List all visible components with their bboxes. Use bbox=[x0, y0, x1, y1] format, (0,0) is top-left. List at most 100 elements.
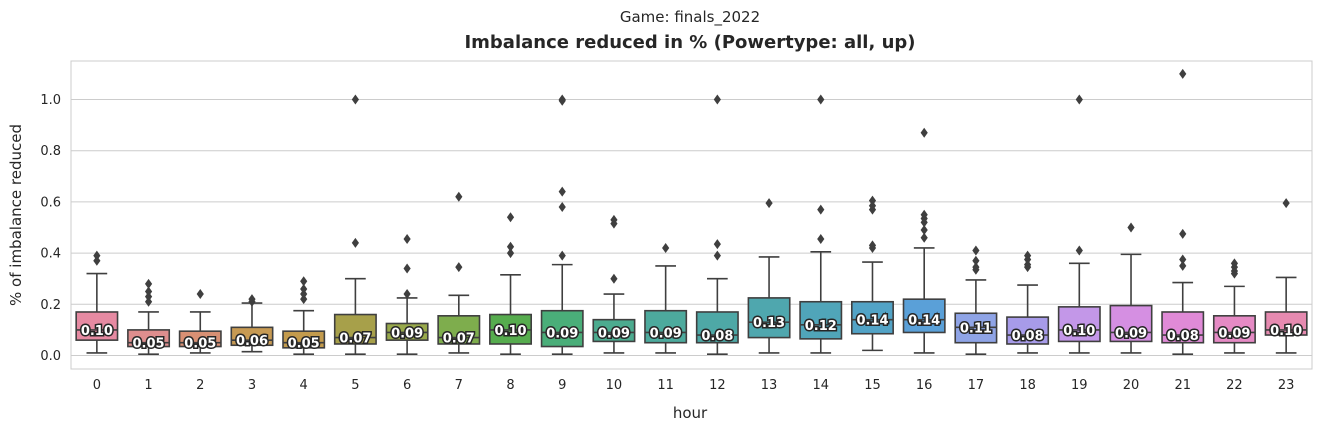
outlier-point bbox=[972, 245, 980, 256]
outlier-point bbox=[196, 289, 204, 300]
box-hour-12 bbox=[695, 94, 739, 356]
x-tick-label: 19 bbox=[1071, 378, 1088, 393]
box-hour-11 bbox=[644, 242, 688, 354]
box-hour-20 bbox=[1109, 222, 1153, 354]
outlier-point bbox=[558, 186, 566, 197]
iqr-box bbox=[333, 313, 377, 345]
iqr-box bbox=[799, 300, 843, 340]
outlier-point bbox=[558, 250, 566, 261]
outlier-point bbox=[920, 232, 928, 243]
x-tick-label: 4 bbox=[300, 378, 308, 393]
median-label: 0.12 bbox=[805, 319, 837, 334]
x-tick-label: 11 bbox=[657, 378, 674, 393]
y-tick-label: 0.8 bbox=[40, 144, 61, 159]
chart-suptitle: Game: finals_2022 bbox=[620, 8, 760, 27]
x-tick-label: 20 bbox=[1123, 378, 1140, 393]
box-hour-0 bbox=[75, 250, 119, 354]
outlier-point bbox=[817, 94, 825, 105]
x-tick-label: 6 bbox=[403, 378, 411, 393]
box-hour-23 bbox=[1264, 198, 1308, 354]
outlier-point bbox=[300, 289, 308, 300]
outlier-point bbox=[403, 234, 411, 245]
x-tick-label: 8 bbox=[506, 378, 514, 393]
x-tick-label: 5 bbox=[351, 378, 359, 393]
outlier-point bbox=[713, 94, 721, 105]
outlier-point bbox=[1179, 260, 1187, 271]
box-hour-17 bbox=[954, 245, 998, 356]
iqr-box bbox=[1057, 306, 1101, 343]
box-hour-6 bbox=[385, 234, 429, 356]
median-label: 0.09 bbox=[1115, 326, 1147, 341]
outlier-point bbox=[868, 200, 877, 211]
median-label: 0.05 bbox=[133, 337, 165, 352]
box-hour-7 bbox=[437, 191, 481, 354]
outlier-point bbox=[455, 262, 463, 273]
box-hour-13 bbox=[747, 198, 791, 354]
median-label: 0.08 bbox=[701, 329, 733, 344]
median-label: 0.14 bbox=[856, 314, 888, 329]
outlier-point bbox=[868, 240, 877, 251]
x-tick-label: 16 bbox=[916, 378, 933, 393]
outlier-point bbox=[920, 209, 928, 220]
outlier-point bbox=[506, 212, 515, 223]
iqr-box bbox=[1006, 316, 1050, 345]
x-tick-label: 18 bbox=[1019, 378, 1036, 393]
x-tick-label: 3 bbox=[248, 378, 256, 393]
x-tick-label: 10 bbox=[606, 378, 623, 393]
outlier-point bbox=[300, 276, 308, 287]
axes: 0.00.20.40.60.81.00 1 2 3 4 5 6 7 8 9 10 11 12 13 14 15… bbox=[40, 60, 1313, 393]
y-axis-label: % of imbalance reduced bbox=[7, 124, 25, 306]
outlier-point bbox=[1230, 258, 1239, 269]
box-series bbox=[75, 68, 1308, 356]
x-tick-label: 9 bbox=[558, 378, 566, 393]
outlier-point bbox=[713, 239, 721, 250]
box-hour-14 bbox=[799, 94, 843, 354]
outlier-point bbox=[662, 242, 670, 253]
outlier-point bbox=[972, 262, 980, 273]
x-tick-label: 12 bbox=[709, 378, 726, 393]
median-label: 0.09 bbox=[598, 326, 630, 341]
outlier-point bbox=[300, 294, 308, 305]
outlier-point bbox=[1024, 259, 1032, 270]
median-label: 0.10 bbox=[494, 324, 526, 339]
plot-frame bbox=[70, 60, 1313, 370]
x-tick-label: 15 bbox=[864, 378, 881, 393]
box-hour-3 bbox=[230, 294, 274, 353]
median-label: 0.14 bbox=[908, 314, 940, 329]
iqr-box bbox=[747, 297, 791, 339]
box-hour-10 bbox=[592, 214, 636, 354]
outlier-point bbox=[1127, 222, 1135, 233]
x-axis-label: hour bbox=[673, 404, 708, 422]
y-tick-label: 0.2 bbox=[40, 298, 61, 313]
iqr-box bbox=[850, 300, 894, 335]
median-label: 0.07 bbox=[339, 332, 371, 347]
outlier-point bbox=[93, 250, 101, 261]
y-gridlines bbox=[71, 99, 1312, 356]
box-hour-19 bbox=[1057, 94, 1101, 354]
outlier-point bbox=[713, 250, 721, 261]
chart-title: Imbalance reduced in % (Powertype: all, … bbox=[464, 32, 915, 53]
outlier-point bbox=[558, 202, 566, 213]
iqr-box bbox=[540, 309, 584, 348]
box-hour-2 bbox=[178, 289, 222, 354]
median-label: 0.11 bbox=[960, 321, 992, 336]
x-tick-label: 21 bbox=[1174, 378, 1191, 393]
median-label: 0.13 bbox=[753, 316, 785, 331]
outlier-point bbox=[351, 237, 359, 248]
outlier-point bbox=[93, 255, 101, 266]
outlier-point bbox=[144, 296, 153, 307]
box-hour-16 bbox=[902, 127, 946, 354]
outlier-point bbox=[558, 94, 566, 105]
outlier-point bbox=[506, 248, 515, 259]
y-tick-label: 0.4 bbox=[40, 247, 61, 262]
box-hour-5 bbox=[333, 94, 377, 356]
median-label: 0.09 bbox=[650, 326, 682, 341]
outlier-point bbox=[403, 263, 411, 274]
x-tick-label: 2 bbox=[196, 378, 204, 393]
outlier-point bbox=[144, 286, 153, 297]
outlier-point bbox=[1179, 68, 1187, 79]
outlier-point bbox=[300, 283, 308, 294]
iqr-box bbox=[644, 309, 688, 344]
x-tick-label: 13 bbox=[761, 378, 778, 393]
